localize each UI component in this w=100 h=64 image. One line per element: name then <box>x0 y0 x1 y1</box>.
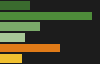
Bar <box>0 54 22 63</box>
Bar <box>0 12 92 20</box>
Bar <box>0 22 40 31</box>
Bar <box>0 1 30 10</box>
Bar <box>0 44 60 52</box>
Bar <box>0 33 25 42</box>
